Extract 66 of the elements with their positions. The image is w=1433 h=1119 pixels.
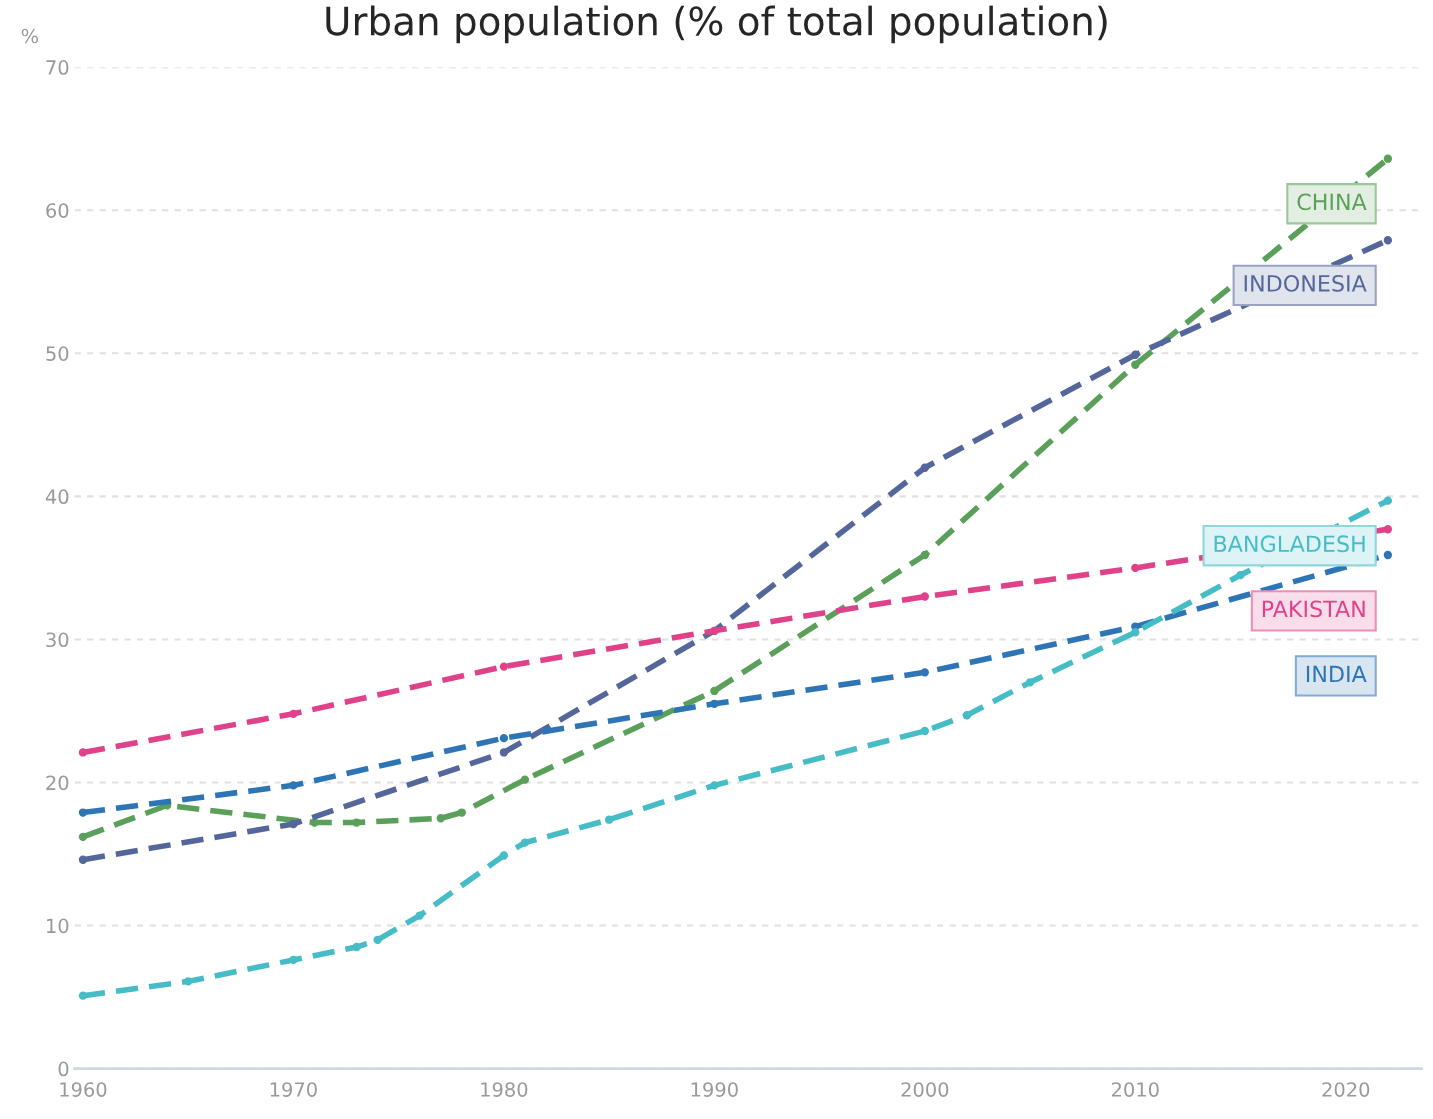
point [310,818,319,827]
point [499,662,509,671]
point [920,550,929,560]
x-tick-label: 1960 [60,1082,107,1097]
x-tick-label: 2020 [1322,1082,1370,1097]
point [520,775,530,784]
point [373,935,382,945]
point [499,748,509,757]
point [1131,628,1140,637]
chart-title: Urban population (% of total population) [326,5,1107,44]
point [1383,236,1393,245]
point [1383,550,1393,560]
point [436,814,445,823]
y-tick-label: 40 [45,489,69,505]
point [920,463,929,472]
x-tick-label: 2010 [1111,1082,1159,1097]
point [710,781,719,790]
y-axis-title: % [21,28,39,44]
point [78,748,88,757]
point [962,711,972,720]
point [352,942,361,952]
x-tick-label: 1970 [270,1082,317,1097]
point [1383,496,1393,505]
point [920,668,929,677]
point [499,733,509,743]
point [1131,350,1140,359]
text: PAKISTAN [1262,600,1365,618]
point [710,699,719,708]
point [604,815,614,824]
point [352,818,361,827]
point [1236,570,1245,580]
point [1383,525,1393,534]
point [1025,678,1035,687]
y-tick-label: 0 [58,1061,69,1077]
point [78,808,88,817]
point [1131,360,1140,369]
point [289,781,298,790]
point [1131,563,1140,573]
text: INDIA [1306,665,1367,683]
point [415,911,424,920]
series-label: CHINA [1297,193,1367,211]
x-tick-label: 1990 [691,1082,738,1097]
point [920,726,929,736]
point [920,592,929,601]
y-tick-label: 10 [47,918,69,934]
point [78,991,88,1000]
point [520,838,530,847]
point [184,977,193,986]
x-tick-label: 1980 [481,1082,528,1097]
point [78,855,88,864]
point [289,709,298,718]
point [78,832,88,842]
point [457,808,466,817]
point [289,819,298,829]
y-tick-label: 50 [46,346,69,361]
point [289,955,298,965]
y-tick-label: 70 [46,60,69,75]
series-label: BANGLADESH [1214,535,1365,553]
y-tick-label: 60 [46,203,69,218]
y-tick-label: 30 [46,632,69,648]
y-tick-label: 20 [46,775,69,791]
x-tick-label: 2000 [901,1082,949,1097]
point [499,851,509,860]
point [1383,154,1393,163]
point [710,686,719,696]
series-label: INDONESIA [1244,274,1367,292]
